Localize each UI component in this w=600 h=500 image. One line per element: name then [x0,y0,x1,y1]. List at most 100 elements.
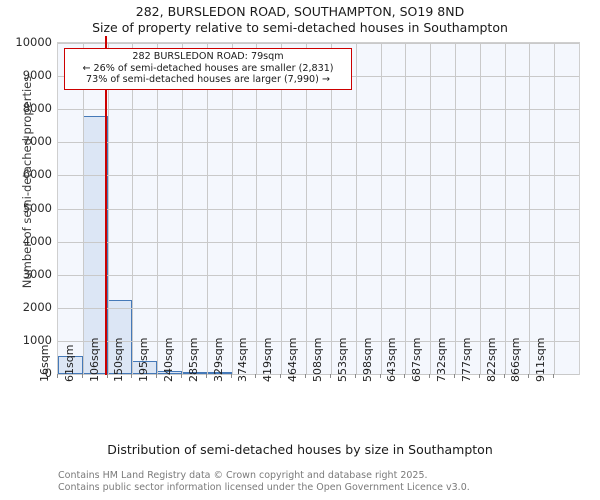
x-tickmark [255,374,257,378]
gridline-vertical [132,43,134,374]
y-tick-label: 6000 [22,167,52,182]
bars-layer [58,43,579,374]
x-tick-label: 687sqm [410,337,424,382]
gridline-vertical [405,43,407,374]
x-tick-label: 643sqm [385,337,399,382]
gridline-vertical [306,43,308,374]
y-tick-label: 1000 [22,332,52,347]
x-tick-label: 866sqm [509,337,523,382]
annotation-smaller-line: ← 26% of semi-detached houses are smalle… [82,62,334,74]
x-tick-label: 732sqm [434,337,448,382]
y-tick-label: 2000 [22,299,52,314]
x-tick-label: 285sqm [186,337,200,382]
chart-title-block: 282, BURSLEDON ROAD, SOUTHAMPTON, SO19 8… [0,4,600,36]
plot-area [57,36,580,375]
x-axis-label: Distribution of semi-detached houses by … [107,442,493,457]
x-tickmark [404,374,406,378]
gridline-vertical [380,43,382,374]
gridline-horizontal [58,374,579,375]
y-tick-label: 10000 [15,35,52,49]
y-tick-label: 8000 [22,101,52,116]
gridline-vertical [529,43,531,374]
x-tickmark [131,374,133,378]
x-tick-label: 16sqm [38,344,51,382]
x-tickmark [553,374,555,378]
x-tick-label: 777sqm [459,337,473,382]
gridline-vertical [107,43,109,374]
x-tick-label: 508sqm [310,337,324,382]
x-tick-label: 150sqm [112,337,126,382]
histogram-bar [82,116,108,374]
gridline-horizontal [58,175,579,177]
x-tickmark [106,374,108,378]
gridline-vertical [454,43,456,374]
x-tick-label: 61sqm [62,344,76,382]
annotation-larger-line: 73% of semi-detached houses are larger (… [86,74,330,86]
x-tickmark [205,374,207,378]
x-tick-label: 911sqm [534,337,548,382]
x-tickmark [81,374,83,378]
histogram-bar [58,356,83,374]
x-tick-label: 240sqm [162,337,176,382]
x-tickmark [528,374,530,378]
gridline-horizontal [58,340,579,342]
gridline-horizontal [58,241,579,243]
gridline-horizontal [58,43,579,44]
footer-line-2: Contains public sector information licen… [58,481,470,493]
x-tick-label: 553sqm [335,337,349,382]
x-tickmark [379,374,381,378]
gridline-vertical [231,43,233,374]
gridline-horizontal [58,274,579,276]
x-tickmark [354,374,356,378]
x-tick-label: 419sqm [261,337,275,382]
gridline-vertical [182,43,184,374]
gridline-horizontal [58,208,579,210]
gridline-horizontal [58,307,579,309]
property-annotation-box: 282 BURSLEDON ROAD: 79sqm ← 26% of semi-… [64,48,352,90]
gridline-vertical [82,43,84,374]
x-tick-label: 822sqm [484,337,498,382]
y-axis-ticks: 0 1000 2000 3000 4000 5000 6000 7000 8000 9000 100… [0,35,52,380]
x-tickmark [57,374,58,378]
x-tick-label: 374sqm [236,337,250,382]
gridline-vertical [157,43,159,374]
chart-subtitle: Size of property relative to semi-detach… [92,20,508,35]
x-tickmark [329,374,331,378]
gridline-horizontal [58,142,579,144]
x-tickmark [280,374,282,378]
gridline-horizontal [58,109,579,111]
y-tick-label: 4000 [22,233,52,248]
y-tick-label: 0 [44,366,52,380]
y-tick-label: 3000 [22,266,52,281]
gridline-vertical [330,43,332,374]
x-tickmark [156,374,158,378]
x-tickmark [429,374,431,378]
attribution-footer: Contains HM Land Registry data © Crown c… [58,470,578,493]
gridline-vertical [281,43,283,374]
x-tick-label: 195sqm [137,337,151,382]
gridline-vertical [206,43,208,374]
property-size-marker-line [105,36,108,375]
x-tickmark [478,374,480,378]
x-tickmark [503,374,505,378]
x-tick-label: 106sqm [87,337,101,382]
page-title: 282, BURSLEDON ROAD, SOUTHAMPTON, SO19 8… [135,4,465,19]
y-tick-label: 5000 [22,200,52,215]
gridline-vertical [554,43,556,374]
gridline-vertical [430,43,432,374]
y-tick-label: 7000 [22,134,52,149]
gridline-vertical [256,43,258,374]
gridline-vertical [479,43,481,374]
x-tickmark [453,374,455,378]
x-tickmark [305,374,307,378]
gridline-vertical [504,43,506,374]
x-tickmark [181,374,183,378]
y-axis-label: Number of semi-detached properties [20,75,34,289]
gridline-vertical [355,43,357,374]
x-tick-label: 329sqm [211,337,225,382]
x-tick-label: 464sqm [286,337,300,382]
x-tickmark [230,374,232,378]
x-axis-ticks: 16sqm 61sqm 106sqm 150sqm 195sqm 240sqm 285sqm… [38,338,580,438]
footer-line-1: Contains HM Land Registry data © Crown c… [58,470,428,481]
